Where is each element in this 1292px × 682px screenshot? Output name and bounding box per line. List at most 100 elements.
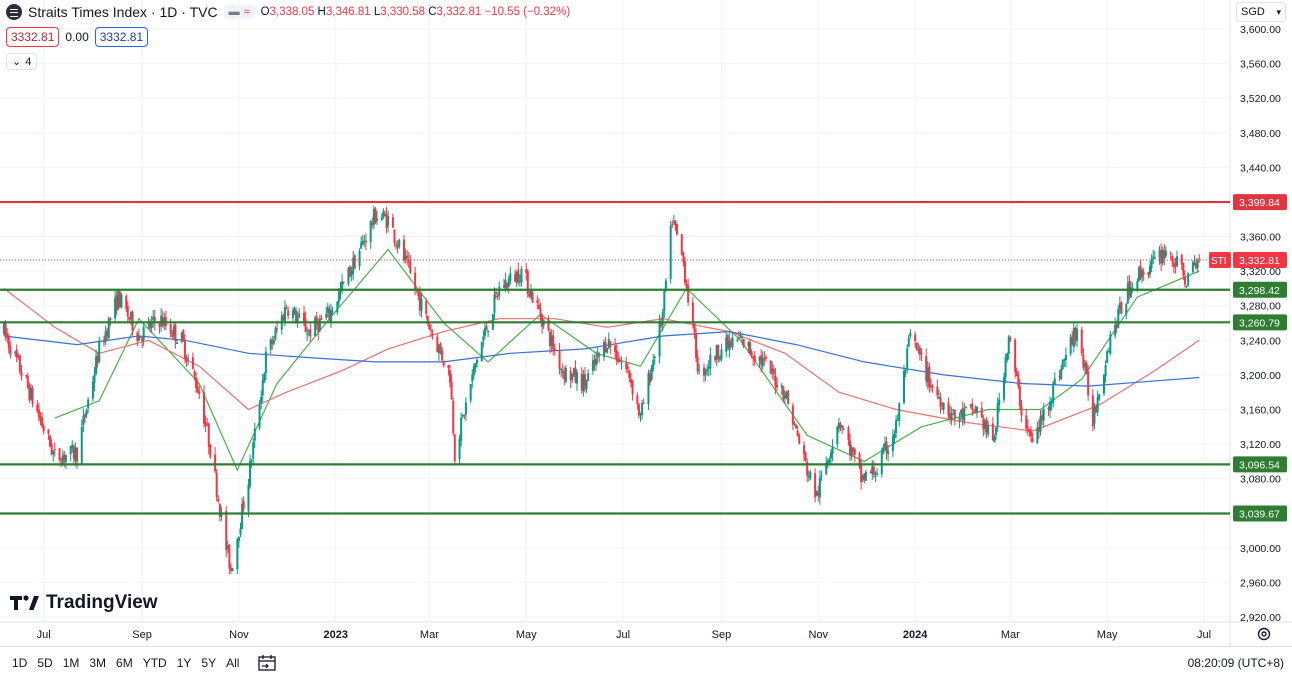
candle-body <box>329 309 332 322</box>
chart-settings-gear-icon[interactable] <box>1256 626 1272 642</box>
x-tick-label: May <box>516 629 537 641</box>
candle-body <box>226 546 229 549</box>
wave-icon[interactable]: ≈ <box>243 6 250 18</box>
candle-body <box>95 356 98 375</box>
x-tick-label: Mar <box>420 629 439 641</box>
candle-body <box>1104 365 1107 377</box>
candle-body <box>447 365 450 369</box>
candle-body <box>260 397 263 404</box>
candle-body <box>663 289 666 312</box>
candle-body <box>1064 354 1067 361</box>
currency-select[interactable]: SGD ▾ <box>1236 2 1286 22</box>
range-all[interactable]: All <box>226 656 240 670</box>
candle-body <box>350 271 353 276</box>
visibility-toggle[interactable]: ▬ ≈ <box>223 5 255 19</box>
candle-body <box>1120 302 1123 314</box>
candle-body <box>1158 250 1161 258</box>
candle-body <box>429 330 432 332</box>
candle-body <box>1147 271 1150 276</box>
ask-price[interactable]: 3332.81 <box>94 27 149 47</box>
candle-body <box>860 464 863 483</box>
candle-body <box>285 307 288 309</box>
candle-body <box>560 368 563 371</box>
candle-body <box>737 337 740 340</box>
candle-body <box>483 328 486 336</box>
candle-body <box>47 429 50 434</box>
range-ytd[interactable]: YTD <box>142 656 167 670</box>
candle-body <box>653 357 656 359</box>
candle-body <box>403 239 405 261</box>
range-1y[interactable]: 1Y <box>176 656 192 670</box>
candle-body <box>595 358 598 366</box>
candle-body <box>404 255 407 261</box>
candle-body <box>439 343 442 352</box>
candle-body <box>1131 287 1134 290</box>
candle-body <box>1152 256 1155 259</box>
candle-body <box>950 413 953 420</box>
candle-body <box>785 392 788 399</box>
candle-body <box>687 285 690 303</box>
last-price-tag <box>1233 252 1287 269</box>
range-5y[interactable]: 5Y <box>201 656 217 670</box>
candle-body <box>791 405 794 425</box>
candle-body <box>971 403 974 410</box>
candle-body <box>315 316 318 325</box>
candle-body <box>987 425 990 435</box>
timezone-clock[interactable]: 08:20:09 (UTC+8) <box>1187 656 1284 670</box>
candle-body <box>437 345 440 354</box>
candle-body <box>1118 303 1121 308</box>
bid-price[interactable]: 3332.81 <box>6 27 60 47</box>
candle-body <box>526 271 529 295</box>
candle-body <box>231 568 234 571</box>
candle-body <box>458 438 461 460</box>
range-6m[interactable]: 6M <box>116 656 133 670</box>
candle-body <box>952 409 955 411</box>
candle-body <box>236 539 239 570</box>
candle-body <box>574 367 577 383</box>
candle-body <box>969 404 972 407</box>
candle-body <box>361 240 364 245</box>
y-tick-label: 2,960.00 <box>1240 577 1281 589</box>
candle-body <box>895 420 898 434</box>
candle-body <box>736 339 739 341</box>
range-3m[interactable]: 3M <box>89 656 107 670</box>
symbol-title[interactable]: Straits Times Index · 1D · TVC <box>28 4 218 20</box>
range-5d[interactable]: 5D <box>37 656 53 670</box>
candle-body <box>982 418 985 430</box>
candle-body <box>337 291 340 303</box>
y-tick-label: 3,160.00 <box>1240 404 1281 416</box>
price-chart[interactable]: 3,600.00 3,560.00 3,520.00 3,480.00 3,440.00… <box>0 0 1292 646</box>
candle-body <box>1195 263 1198 269</box>
eye-icon[interactable]: ▬ <box>228 6 240 18</box>
candle-body <box>295 310 298 323</box>
tradingview-logo[interactable]: TradingView <box>10 592 158 614</box>
candle-body <box>695 332 698 358</box>
go-to-date-calendar-icon[interactable] <box>258 655 276 671</box>
candle-body <box>528 293 531 297</box>
candle-body <box>364 240 367 243</box>
candle-body <box>591 360 594 371</box>
currency-label: SGD <box>1241 6 1265 18</box>
candle-body <box>374 208 377 223</box>
candle-body <box>137 336 140 341</box>
range-1d[interactable]: 1D <box>12 656 28 670</box>
candle-body <box>547 320 550 330</box>
range-1m[interactable]: 1M <box>62 656 80 670</box>
level-tag <box>1233 456 1287 473</box>
candle-body <box>558 349 561 369</box>
candle-body <box>918 347 921 355</box>
candle-body <box>328 308 331 320</box>
candle-body <box>906 348 909 369</box>
candle-body <box>449 370 452 383</box>
candle-body <box>647 373 650 405</box>
candle-body <box>1109 334 1112 354</box>
candle-body <box>603 341 605 357</box>
candle-body <box>1063 359 1066 361</box>
candle-body <box>114 297 117 319</box>
indicators-collapse-button[interactable]: ⌄ 4 <box>6 53 38 70</box>
candle-body <box>115 295 118 311</box>
candle-body <box>218 503 221 517</box>
candle-body <box>341 281 344 289</box>
candle-body <box>750 351 753 356</box>
candle-body <box>758 356 761 361</box>
